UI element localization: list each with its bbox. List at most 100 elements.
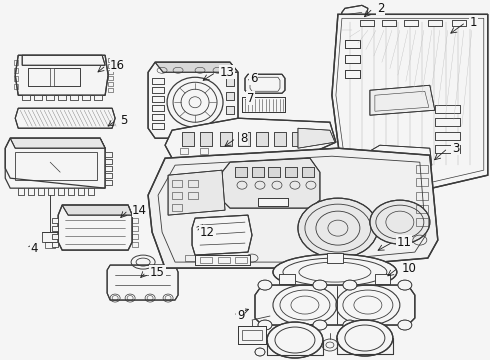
Bar bbox=[200, 148, 208, 154]
Polygon shape bbox=[105, 180, 112, 185]
Polygon shape bbox=[255, 285, 415, 325]
Bar bbox=[226, 78, 234, 86]
Bar bbox=[274, 132, 286, 146]
Bar bbox=[15, 152, 97, 180]
Bar bbox=[238, 326, 266, 344]
Bar bbox=[182, 132, 194, 146]
Bar bbox=[182, 132, 194, 146]
Bar bbox=[285, 167, 297, 177]
Bar bbox=[327, 253, 343, 263]
Bar bbox=[226, 92, 234, 100]
Polygon shape bbox=[52, 218, 58, 223]
Bar bbox=[180, 148, 188, 154]
Bar bbox=[152, 105, 164, 111]
Polygon shape bbox=[88, 188, 94, 195]
Bar bbox=[416, 192, 428, 200]
Polygon shape bbox=[245, 74, 285, 93]
Ellipse shape bbox=[258, 320, 272, 330]
Bar bbox=[226, 92, 234, 100]
Bar bbox=[382, 20, 396, 26]
Ellipse shape bbox=[298, 198, 378, 258]
Bar bbox=[235, 167, 247, 177]
Bar bbox=[108, 70, 113, 74]
Bar bbox=[132, 218, 138, 223]
Ellipse shape bbox=[258, 280, 272, 290]
Polygon shape bbox=[105, 152, 112, 157]
Polygon shape bbox=[148, 148, 438, 268]
Polygon shape bbox=[94, 95, 102, 100]
Bar bbox=[220, 132, 232, 146]
Polygon shape bbox=[298, 128, 335, 148]
Polygon shape bbox=[105, 166, 112, 171]
Ellipse shape bbox=[398, 280, 412, 290]
Bar bbox=[108, 88, 113, 92]
Bar bbox=[416, 218, 428, 226]
Bar bbox=[54, 68, 80, 86]
Polygon shape bbox=[46, 95, 54, 100]
Bar bbox=[152, 123, 164, 129]
Bar bbox=[416, 165, 428, 173]
Ellipse shape bbox=[343, 280, 357, 290]
Bar bbox=[256, 132, 268, 146]
Polygon shape bbox=[340, 5, 368, 30]
Bar bbox=[188, 180, 198, 187]
Bar bbox=[108, 64, 113, 68]
Bar bbox=[132, 226, 138, 231]
Ellipse shape bbox=[370, 200, 430, 244]
Bar bbox=[404, 20, 418, 26]
Ellipse shape bbox=[273, 254, 397, 290]
Bar bbox=[152, 114, 164, 120]
Ellipse shape bbox=[337, 320, 393, 356]
Polygon shape bbox=[165, 118, 336, 162]
Bar bbox=[258, 198, 288, 206]
Bar bbox=[292, 132, 304, 146]
Bar bbox=[327, 253, 343, 263]
Polygon shape bbox=[22, 95, 30, 100]
Polygon shape bbox=[48, 188, 54, 195]
Bar bbox=[152, 105, 164, 111]
Bar bbox=[345, 40, 360, 48]
Text: 11: 11 bbox=[397, 235, 412, 249]
Ellipse shape bbox=[398, 320, 412, 330]
Bar bbox=[238, 132, 250, 146]
Bar bbox=[292, 132, 304, 146]
Bar bbox=[188, 192, 198, 199]
Bar bbox=[152, 78, 164, 84]
Ellipse shape bbox=[343, 320, 357, 330]
Bar bbox=[172, 180, 182, 187]
Polygon shape bbox=[28, 188, 34, 195]
Polygon shape bbox=[15, 55, 108, 95]
Bar bbox=[220, 132, 232, 146]
Bar bbox=[345, 55, 360, 63]
Bar bbox=[218, 257, 230, 263]
Bar bbox=[345, 70, 360, 78]
Bar bbox=[382, 20, 396, 26]
Bar bbox=[152, 96, 164, 102]
Bar bbox=[195, 255, 250, 265]
Polygon shape bbox=[168, 170, 225, 215]
Bar bbox=[242, 330, 262, 340]
Bar bbox=[42, 232, 58, 242]
Ellipse shape bbox=[255, 348, 265, 356]
Bar bbox=[152, 123, 164, 129]
Bar bbox=[226, 106, 234, 114]
Bar bbox=[108, 58, 113, 62]
Bar bbox=[238, 132, 250, 146]
Polygon shape bbox=[368, 145, 432, 168]
Bar bbox=[152, 87, 164, 93]
Polygon shape bbox=[18, 188, 24, 195]
Text: 6: 6 bbox=[250, 72, 258, 85]
Polygon shape bbox=[58, 95, 66, 100]
Bar bbox=[435, 145, 460, 153]
Polygon shape bbox=[82, 95, 90, 100]
Bar bbox=[345, 40, 360, 48]
Polygon shape bbox=[155, 62, 238, 72]
Text: 16: 16 bbox=[110, 59, 125, 72]
Bar bbox=[435, 118, 460, 126]
Polygon shape bbox=[107, 265, 178, 300]
Polygon shape bbox=[222, 158, 320, 208]
Polygon shape bbox=[62, 205, 132, 215]
Bar bbox=[285, 167, 297, 177]
Bar bbox=[428, 20, 442, 26]
Bar bbox=[416, 205, 428, 213]
